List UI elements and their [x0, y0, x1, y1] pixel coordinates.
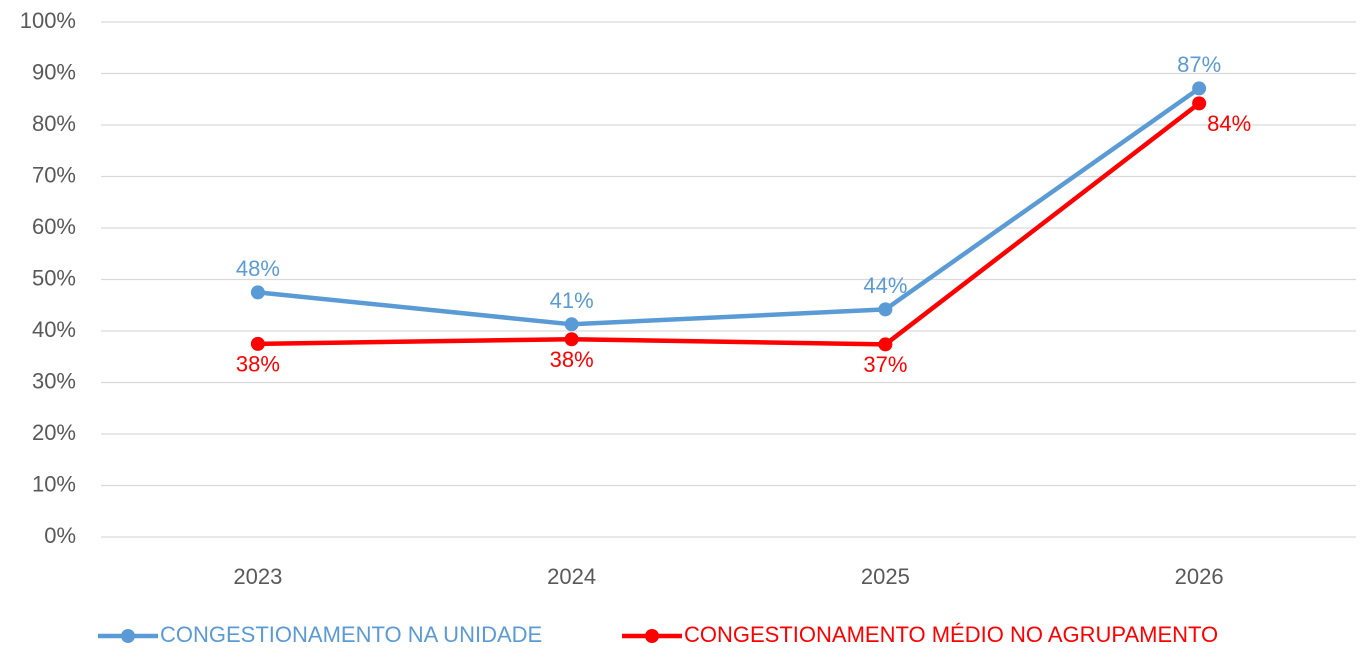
- y-tick-label: 100%: [20, 8, 76, 33]
- x-tick-label: 2024: [547, 564, 596, 589]
- series-line: [257, 86, 1201, 327]
- point: [250, 285, 265, 300]
- y-tick-label: 90%: [32, 59, 76, 84]
- data-label: 38%: [236, 352, 280, 377]
- data-label: 84%: [1207, 111, 1251, 136]
- point: [878, 302, 893, 317]
- data-label: 38%: [550, 347, 594, 372]
- y-tick-label: 40%: [32, 317, 76, 342]
- point: [1192, 96, 1207, 111]
- data-label: 41%: [550, 288, 594, 313]
- y-tick-label: 60%: [32, 214, 76, 239]
- y-tick-label: 20%: [32, 420, 76, 445]
- y-tick-label: 50%: [32, 265, 76, 290]
- legend-label: CONGESTIONAMENTO MÉDIO NO AGRUPAMENTO: [684, 622, 1218, 647]
- y-tick-label: 30%: [32, 368, 76, 393]
- x-tick-label: 2023: [233, 564, 282, 589]
- y-tick-label: 10%: [32, 471, 76, 496]
- data-label: 44%: [863, 273, 907, 298]
- point: [1192, 81, 1207, 96]
- legend-marker: [645, 629, 659, 643]
- y-tick-label: 80%: [32, 111, 76, 136]
- point: [250, 336, 265, 351]
- legend-marker: [121, 629, 135, 643]
- data-label: 48%: [236, 256, 280, 281]
- data-label: 37%: [863, 352, 907, 377]
- legend-item: CONGESTIONAMENTO MÉDIO NO AGRUPAMENTO: [622, 622, 1218, 647]
- legend-item: CONGESTIONAMENTO NA UNIDADE: [98, 622, 542, 647]
- series-line: [257, 101, 1201, 347]
- y-tick-label: 70%: [32, 162, 76, 187]
- x-tick-label: 2026: [1175, 564, 1224, 589]
- x-tick-label: 2025: [861, 564, 910, 589]
- point: [564, 332, 579, 347]
- y-tick-label: 0%: [44, 523, 76, 548]
- legend-label: CONGESTIONAMENTO NA UNIDADE: [160, 622, 542, 647]
- data-label: 87%: [1177, 52, 1221, 77]
- point: [878, 337, 893, 352]
- point: [564, 317, 579, 332]
